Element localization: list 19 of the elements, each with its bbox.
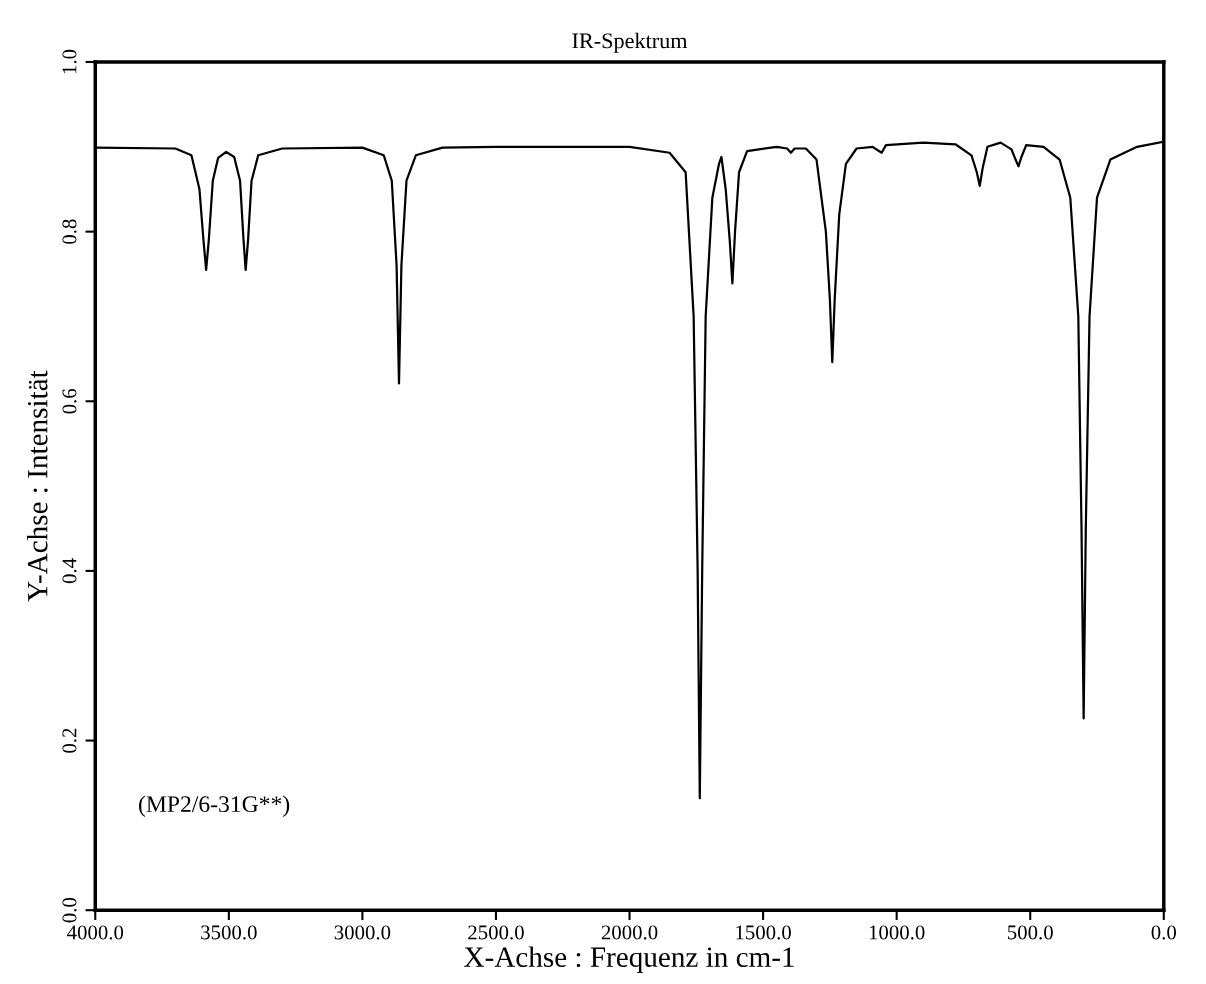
- x-tick-label: 2000.0: [601, 925, 658, 940]
- x-tick-label: 1000.0: [869, 925, 925, 940]
- y-tick-label: 0.4: [62, 558, 77, 584]
- x-tick-label: 0.0: [1151, 925, 1177, 940]
- x-tick-label: 4000.0: [67, 925, 124, 940]
- y-axis-title: Y-Achse : Intensität: [27, 370, 48, 602]
- x-tick-label: 2500.0: [468, 925, 524, 940]
- y-tick-label: 0.2: [62, 728, 77, 753]
- x-tick-label: 1500.0: [736, 925, 791, 940]
- y-tick-label: 0.6: [62, 388, 77, 414]
- x-tick-label: 3000.0: [334, 925, 391, 940]
- y-tick-label: 1.0: [62, 49, 77, 74]
- y-tick-label: 0.8: [62, 219, 77, 244]
- chart-title: IR-Spektrum: [572, 32, 688, 53]
- x-tick-label: 500.0: [1008, 925, 1053, 940]
- x-tick-label: 3500.0: [201, 925, 257, 940]
- y-tick-label: 0.0: [62, 897, 77, 923]
- x-axis-title: X-Achse : Frequenz in cm-1: [464, 946, 794, 973]
- annotation: (MP2/6-31G**): [139, 795, 290, 817]
